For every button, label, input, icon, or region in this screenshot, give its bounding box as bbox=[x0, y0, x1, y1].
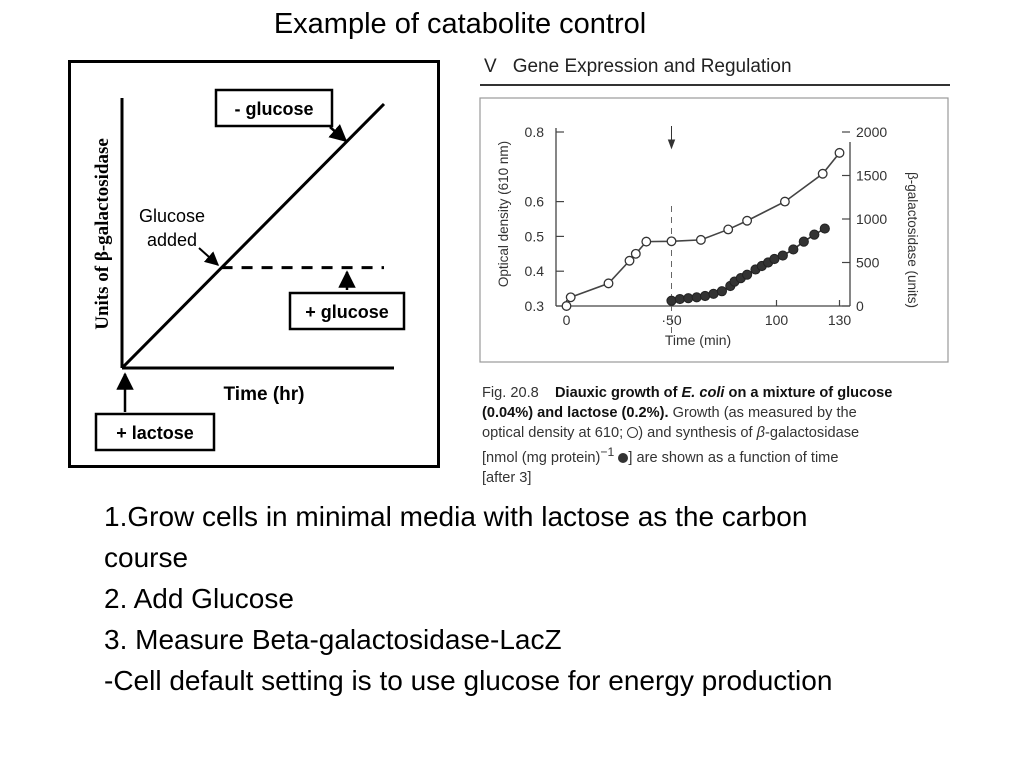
y-tick-label: 0.5 bbox=[525, 228, 545, 244]
step-3: 3. Measure Beta-galactosidase-LacZ bbox=[104, 624, 562, 655]
plus-glucose-callout: + glucose bbox=[288, 270, 406, 331]
od-point bbox=[666, 236, 677, 247]
od-point bbox=[641, 236, 652, 247]
caption-body3b: ] are shown as a function of time bbox=[628, 450, 839, 467]
bgal-point bbox=[809, 229, 820, 240]
steps-list: 1.Grow cells in minimal media with lacto… bbox=[104, 496, 864, 701]
glucose-added-label-line1: Glucose bbox=[139, 206, 205, 226]
beta-galactosidase-points bbox=[666, 223, 830, 306]
caption-body4: [after 3] bbox=[482, 470, 532, 487]
od-point bbox=[779, 196, 790, 207]
x-tick-label: 100 bbox=[765, 312, 789, 328]
od-point bbox=[695, 234, 706, 245]
minus-glucose-line bbox=[120, 102, 386, 370]
bgal-point bbox=[798, 236, 809, 247]
bgal-point bbox=[708, 288, 719, 299]
step-1: 1.Grow cells in minimal media with lacto… bbox=[104, 501, 808, 573]
y-tick-label: 0.3 bbox=[525, 298, 545, 314]
caption-title-part2: on a mixture of glucose bbox=[724, 385, 893, 401]
od-point bbox=[834, 147, 845, 158]
od-point bbox=[630, 248, 641, 259]
filled-circle-icon bbox=[618, 453, 629, 464]
bgal-point bbox=[716, 286, 727, 297]
od-point bbox=[817, 168, 828, 179]
caption-line-1: Fig. 20.8 Diauxic growth of E. coli on a… bbox=[482, 384, 950, 404]
plus-lactose-label: + lactose bbox=[116, 423, 194, 443]
schematic-chart: Units of β-galactosidase Time (hr) - glu… bbox=[68, 60, 440, 468]
caption-line-5: [after 3] bbox=[482, 469, 950, 489]
caption-title-part3: (0.04%) and lactose (0.2%). bbox=[482, 404, 669, 421]
caption-body3a: [nmol (mg protein) bbox=[482, 450, 601, 467]
caption-organism: E. coli bbox=[681, 385, 725, 401]
book-section: Gene Expression and Regulation bbox=[512, 56, 792, 77]
plus-glucose-label: + glucose bbox=[305, 302, 389, 322]
bgal-point bbox=[683, 293, 694, 304]
bgal-point bbox=[674, 293, 685, 305]
caption-line-3: optical density at 610; ) and synthesis … bbox=[482, 424, 950, 444]
glucose-added-label-line2: added bbox=[147, 230, 197, 250]
glucose-exhaustion-arrow bbox=[667, 126, 676, 150]
figure-caption: Fig. 20.8 Diauxic growth of E. coli on a… bbox=[482, 384, 950, 489]
diauxic-chart-frame bbox=[479, 97, 949, 363]
minus-glucose-label: - glucose bbox=[234, 99, 313, 119]
book-chapter: V bbox=[484, 56, 497, 77]
caption-body2b: ) and synthesis of bbox=[638, 424, 757, 441]
caption-title-part1: Diauxic growth of bbox=[555, 385, 682, 401]
y-tick-label: 0.4 bbox=[525, 263, 545, 279]
book-header: V Gene Expression and Regulation bbox=[484, 56, 792, 78]
bgal-point bbox=[700, 290, 711, 302]
x-tick-label: 130 bbox=[828, 312, 852, 328]
y-tick-label: 0.6 bbox=[525, 194, 545, 210]
od-point bbox=[565, 292, 576, 303]
caption-body3sup: −1 bbox=[600, 445, 615, 460]
schematic-frame bbox=[68, 60, 440, 468]
bgal-point bbox=[742, 269, 753, 280]
y2-tick-label: 1500 bbox=[856, 168, 887, 184]
caption-line-2: (0.04%) and lactose (0.2%). Growth (as m… bbox=[482, 404, 950, 424]
diauxic-y2-label: β-galactosidase (units) bbox=[905, 172, 920, 308]
minus-glucose-callout: - glucose bbox=[214, 88, 348, 143]
schematic-x-label: Time (hr) bbox=[224, 384, 305, 405]
bgal-point bbox=[777, 250, 788, 261]
bgal-point bbox=[788, 244, 799, 255]
od-point bbox=[742, 215, 753, 226]
open-circle-icon bbox=[627, 427, 639, 439]
bgal-point bbox=[666, 295, 677, 306]
diauxic-axes bbox=[555, 128, 851, 307]
optical-density-points bbox=[561, 147, 845, 311]
caption-body2a: optical density at 610; bbox=[482, 424, 628, 441]
glucose-added-callout: Glucose added bbox=[139, 206, 220, 266]
od-point bbox=[561, 301, 572, 311]
od-point bbox=[723, 224, 734, 235]
schematic-y-label: Units of β-galactosidase bbox=[92, 138, 113, 330]
od-point bbox=[603, 278, 614, 289]
y-tick-label: 0.8 bbox=[525, 124, 545, 140]
bgal-point bbox=[819, 223, 830, 234]
step-2: 2. Add Glucose bbox=[104, 583, 294, 614]
caption-beta: β bbox=[756, 424, 765, 441]
y2-tick-label: 0 bbox=[856, 298, 864, 314]
bgal-point bbox=[691, 292, 702, 303]
diauxic-x-label: Time (min) bbox=[665, 332, 731, 348]
step-4: -Cell default setting is to use glucose … bbox=[104, 665, 833, 696]
textbook-figure: V Gene Expression and Regulation 0.3 0.4 0.… bbox=[478, 54, 952, 486]
x-tick-label: 0 bbox=[563, 312, 571, 328]
caption-body1: Growth (as measured by the bbox=[668, 404, 857, 421]
header-rule bbox=[480, 84, 950, 86]
y2-tick-label: 1000 bbox=[856, 211, 887, 227]
caption-line-4: [nmol (mg protein)−1 ] are shown as a fu… bbox=[482, 443, 950, 469]
bgal-point bbox=[769, 253, 780, 265]
caption-fig-label: Fig. 20.8 bbox=[482, 385, 539, 401]
diauxic-y-label: Optical density (610 nm) bbox=[496, 141, 511, 287]
y2-tick-label: 2000 bbox=[856, 124, 887, 140]
y2-tick-label: 500 bbox=[856, 255, 880, 271]
od-point bbox=[624, 255, 635, 266]
caption-body2c: -galactosidase bbox=[765, 424, 860, 441]
plus-lactose-callout: + lactose bbox=[94, 372, 216, 452]
slide-title: Example of catabolite control bbox=[273, 8, 647, 40]
